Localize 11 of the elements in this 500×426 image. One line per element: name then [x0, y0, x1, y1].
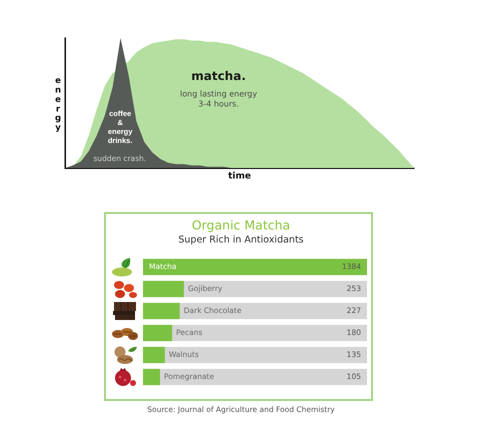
- chart-subtitle: Super Rich in Antioxidants: [178, 234, 304, 246]
- y-axis-title: energy: [54, 76, 62, 134]
- bar: [143, 302, 180, 320]
- bar: [143, 368, 160, 386]
- bar: [143, 280, 184, 298]
- bar: [143, 346, 165, 364]
- annotation: long lasting energy 3-4 hours.: [180, 90, 258, 109]
- chart-title: Organic Matcha: [192, 217, 290, 232]
- bar: [143, 324, 172, 342]
- x-axis-title: time: [228, 171, 251, 182]
- series-label: matcha.: [191, 69, 246, 84]
